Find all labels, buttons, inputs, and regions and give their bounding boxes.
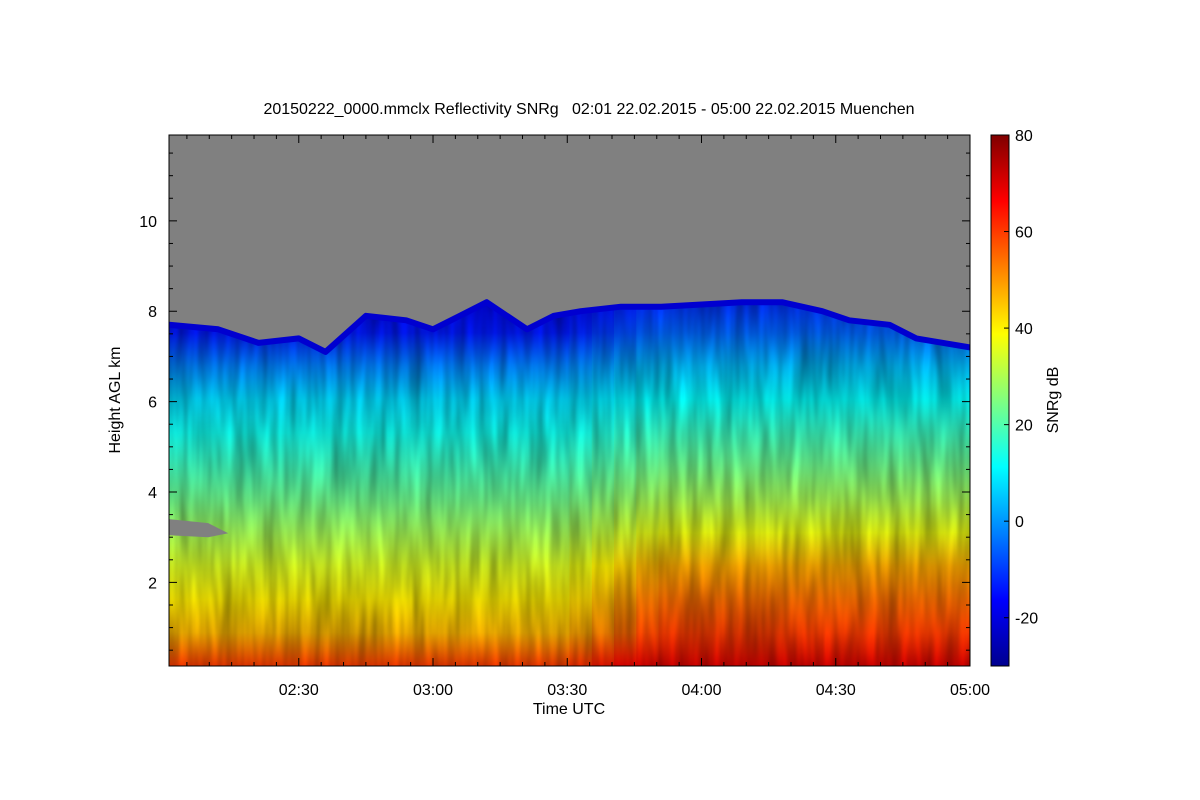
plot-area [168,134,971,667]
colorbar-gradient-bar [990,134,1010,667]
missing-data-above-echo-top [169,135,970,352]
y-axis-label: Height AGL km [107,346,124,453]
echo-top-mask [169,135,970,538]
colorbar-tick-label: 0 [1015,514,1024,531]
missing-data-wedge [169,519,229,538]
x-axis: 02:30 03:00 03:30 04:00 04:30 05:00 [186,135,990,699]
x-tick-label: 04:00 [681,682,721,699]
x-tick-label: 03:30 [547,682,587,699]
y-axis: 2 4 6 8 10 [139,152,970,651]
y-tick-label: 6 [148,395,157,412]
colorbar-label: SNRg dB [1045,367,1062,434]
colorbar-ticks: 80 60 40 20 0 -20 [1004,128,1038,628]
x-tick-label: 03:00 [413,682,453,699]
colorbar-tick-label: 20 [1015,418,1033,435]
colorbar-tick-label: 60 [1015,225,1033,242]
y-tick-label: 2 [148,575,157,592]
x-tick-label: 02:30 [279,682,319,699]
colorbar-tick-label: 80 [1015,128,1033,145]
colorbar: 80 60 40 20 0 -20 SNRg dB [990,128,1062,667]
chart-title: 20150222_0000.mmclx Reflectivity SNRg 02… [263,101,914,118]
echo-top-edge [169,299,970,355]
x-axis-label: Time UTC [533,701,605,718]
x-tick-label: 05:00 [950,682,990,699]
colorbar-tick-label: 40 [1015,321,1033,338]
plot-frame [168,134,971,667]
y-tick-label: 8 [148,304,157,321]
y-tick-label: 4 [148,485,157,502]
x-tick-label: 04:30 [816,682,856,699]
y-tick-label: 10 [139,214,157,231]
colorbar-tick-label: -20 [1015,611,1038,628]
